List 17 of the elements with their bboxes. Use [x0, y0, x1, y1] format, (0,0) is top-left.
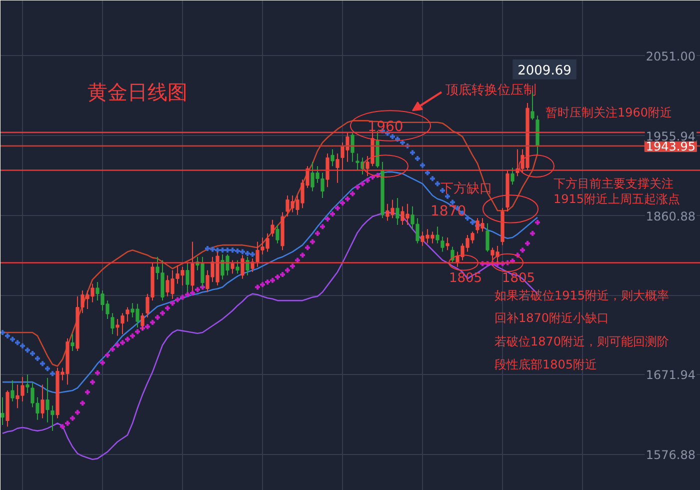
text: 暂时压制关注1960附近	[546, 105, 672, 120]
y-tick-label: 1671.94	[646, 368, 696, 382]
annotation: 2009.69	[518, 63, 572, 78]
annotation: 回补1870附近小缺口	[494, 311, 610, 326]
text: 1915附近上周五起涨点	[554, 192, 680, 206]
text: 黄金日线图	[88, 80, 188, 104]
annotation: 1805	[448, 271, 482, 286]
annotation: 段性底部1805附近	[494, 357, 598, 372]
y-tick-label: 1860.88	[646, 209, 696, 224]
annotation: 1960	[368, 119, 404, 136]
y-tick-label: 2051.00	[646, 49, 696, 64]
annotation: 顶底转换位压制	[446, 82, 536, 98]
annotation: 如果若破位1915附近，则大概率	[494, 288, 670, 303]
text: 下方目前主要支撑关注	[554, 176, 674, 191]
ref-line-label: 1943.95	[646, 139, 696, 154]
annotation: 若破位1870附近，则可能回测阶	[494, 334, 670, 349]
y-tick-label: 1576.88	[646, 448, 696, 462]
